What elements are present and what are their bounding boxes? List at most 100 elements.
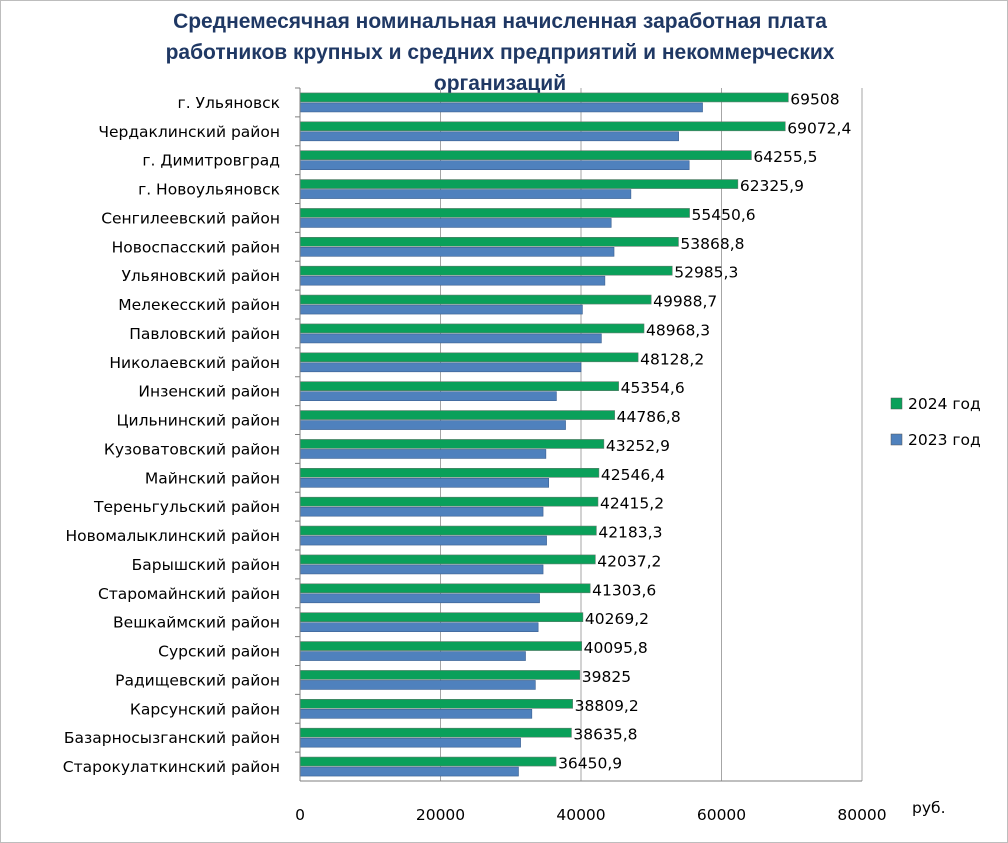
data-label-2024: 42183,3 — [598, 524, 662, 542]
legend-label-2024: 2024 год — [908, 395, 981, 413]
bar-2023 — [299, 478, 549, 488]
data-label-2024: 69508 — [790, 90, 839, 108]
bar-2023 — [299, 247, 615, 257]
data-label-2024: 44786,8 — [617, 408, 681, 426]
bar-2024 — [299, 496, 599, 507]
data-label-2024: 45354,6 — [621, 379, 685, 397]
category-label: Майнский район — [145, 469, 280, 487]
bar-2024 — [299, 756, 557, 767]
data-label-2024: 42415,2 — [600, 495, 664, 513]
x-tick-label: 80000 — [837, 806, 886, 824]
bar-2024 — [299, 439, 605, 449]
bar-2023 — [299, 622, 539, 632]
bar-2023 — [299, 160, 690, 170]
category-label: г. Димитровград — [142, 152, 280, 170]
bar-2024 — [299, 525, 597, 536]
bar-2023 — [299, 391, 557, 401]
category-label: Мелекесский район — [118, 296, 280, 314]
data-label-2024: 36450,9 — [558, 755, 622, 773]
category-label: Новоспасский район — [112, 238, 280, 256]
bar-2023 — [299, 218, 612, 228]
bar-2024 — [299, 381, 619, 391]
data-label-2024: 42037,2 — [597, 552, 661, 570]
data-label-2024: 64255,5 — [753, 148, 817, 166]
data-label-2024: 38635,8 — [573, 726, 637, 744]
data-label-2024: 40095,8 — [584, 639, 648, 657]
bar-2023 — [299, 102, 703, 113]
data-label-2024: 52985,3 — [674, 264, 738, 282]
bar-2024 — [299, 727, 572, 738]
x-tick-label: 20000 — [416, 806, 465, 824]
category-label: Тереньгульский район — [93, 498, 280, 516]
category-label: Павловский район — [129, 325, 280, 343]
category-label: Сурский район — [158, 643, 280, 661]
bar-2023 — [299, 304, 583, 315]
data-label-2024: 48968,3 — [646, 321, 710, 339]
bar-2024 — [299, 670, 581, 680]
bar-2023 — [299, 680, 536, 690]
bar-2024 — [299, 121, 786, 132]
category-label: Цильнинский район — [117, 412, 280, 430]
category-label: г. Ульяновск — [178, 94, 280, 112]
bar-2023 — [299, 506, 544, 517]
x-tick-label: 60000 — [697, 806, 746, 824]
bar-2024 — [299, 612, 584, 622]
bar-2024 — [299, 179, 739, 189]
category-label: Новомалыклинский район — [65, 527, 280, 545]
bar-2023 — [299, 449, 547, 459]
bar-2023 — [299, 737, 521, 748]
category-label: Радищевский район — [115, 671, 280, 689]
bar-2024 — [299, 92, 789, 103]
data-label-2024: 48128,2 — [640, 350, 704, 368]
bar-2024 — [299, 208, 690, 218]
bar-2024 — [299, 583, 591, 594]
bar-2023 — [299, 593, 540, 604]
bar-2024 — [299, 352, 639, 363]
bar-2023 — [299, 651, 526, 661]
bar-2023 — [299, 766, 519, 777]
category-label: г. Новоульяновск — [138, 181, 280, 199]
bar-2024 — [299, 265, 673, 276]
bar-2024 — [299, 468, 600, 478]
bar-2023 — [299, 709, 533, 719]
bar-2024 — [299, 323, 645, 334]
bar-2023 — [299, 564, 544, 575]
bar-2024 — [299, 699, 573, 709]
bar-2023 — [299, 362, 582, 373]
data-label-2024: 69072,4 — [787, 119, 851, 137]
data-label-2024: 40269,2 — [585, 610, 649, 628]
category-label: Николаевский район — [109, 354, 280, 372]
bar-2023 — [299, 333, 602, 344]
data-label-2024: 38809,2 — [575, 697, 639, 715]
category-label: Базарносызганский район — [64, 729, 280, 747]
bar-2024 — [299, 237, 679, 247]
bar-2024 — [299, 150, 752, 160]
category-label: Барышский район — [132, 556, 280, 574]
data-label-2024: 39825 — [582, 668, 631, 686]
x-axis-unit-label: руб. — [912, 799, 946, 817]
bar-2023 — [299, 131, 679, 142]
bar-2024 — [299, 641, 582, 651]
category-label: Вешкаймский район — [113, 614, 280, 632]
category-label: Инзенский район — [138, 383, 280, 401]
x-tick-label: 40000 — [556, 806, 605, 824]
bar-2023 — [299, 275, 606, 286]
bar-2023 — [299, 189, 632, 199]
x-tick-label: 0 — [295, 806, 305, 824]
category-label: Кузоватовский район — [104, 440, 280, 458]
bar-2024 — [299, 294, 652, 305]
category-label: Карсунский район — [130, 700, 280, 718]
legend-swatch-2024 — [890, 397, 903, 410]
data-label-2024: 55450,6 — [692, 206, 756, 224]
category-label: Старомайнский район — [98, 585, 280, 603]
chart-title: Среднемесячная номинальная начисленная з… — [165, 10, 835, 95]
legend-swatch-2023 — [890, 433, 903, 446]
data-label-2024: 62325,9 — [740, 177, 804, 195]
category-label: Чердаклинский район — [98, 123, 280, 141]
category-label: Старокулаткинский район — [63, 758, 280, 776]
data-label-2024: 43252,9 — [606, 437, 670, 455]
bar-2024 — [299, 410, 615, 420]
legend-label-2023: 2023 год — [908, 431, 981, 449]
bar-2023 — [299, 420, 566, 430]
